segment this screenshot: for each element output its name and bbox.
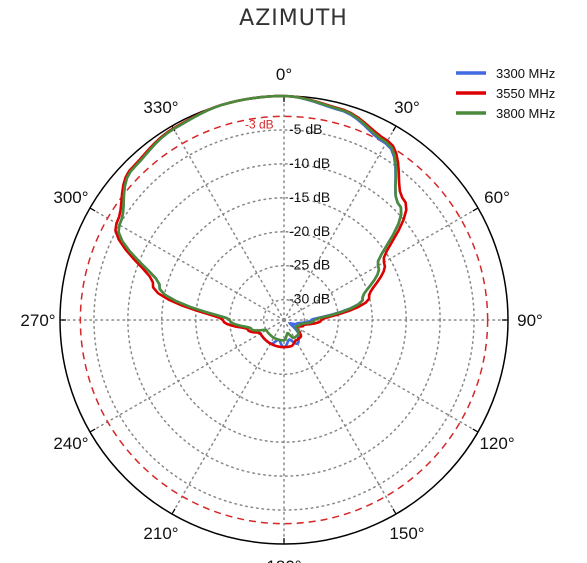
chart-title: AZIMUTH bbox=[239, 6, 348, 31]
ring-20 bbox=[195, 231, 373, 409]
legend: 3300 MHz 3550 MHz 3800 MHz bbox=[456, 66, 555, 121]
angle-label: 30° bbox=[394, 98, 420, 117]
spoke-30 bbox=[283, 125, 397, 321]
angle-label: 300° bbox=[53, 188, 88, 207]
legend-label: 3300 MHz bbox=[496, 66, 555, 81]
angle-label: 60° bbox=[484, 188, 510, 207]
legend-label: 3550 MHz bbox=[496, 86, 555, 101]
angle-label: 210° bbox=[143, 524, 178, 543]
radial-label: -30 dB bbox=[289, 291, 330, 307]
legend-label: 3800 MHz bbox=[496, 106, 555, 121]
reference-label: -3 dB bbox=[245, 117, 274, 131]
angle-label: 240° bbox=[53, 434, 88, 453]
angle-label: 150° bbox=[389, 524, 424, 543]
ring-15 bbox=[161, 197, 407, 443]
tick-150 bbox=[392, 508, 397, 515]
axis-labels: -5 dB -10 dB -15 dB -20 dB -25 dB -30 dB -3 dB… bbox=[20, 65, 542, 563]
tick-60 bbox=[472, 207, 479, 212]
radial-label: -25 dB bbox=[289, 257, 330, 273]
angle-label: 90° bbox=[517, 311, 543, 330]
tick-300 bbox=[89, 207, 96, 212]
spoke-330 bbox=[171, 125, 285, 321]
radial-label: -10 dB bbox=[289, 155, 330, 171]
reference-ring bbox=[79, 115, 489, 525]
tick-120 bbox=[472, 428, 479, 433]
spoke-210 bbox=[171, 319, 285, 515]
spoke-240 bbox=[89, 319, 285, 433]
angle-label: 270° bbox=[20, 311, 55, 330]
angle-label: 120° bbox=[479, 434, 514, 453]
spoke-60 bbox=[283, 207, 479, 321]
spoke-150 bbox=[283, 319, 397, 515]
angle-label: 180° bbox=[266, 557, 301, 563]
tick-240 bbox=[89, 428, 96, 433]
polar-grid bbox=[59, 95, 509, 545]
radial-label: -15 dB bbox=[289, 189, 330, 205]
ring-10 bbox=[127, 163, 441, 477]
series-lines bbox=[114, 94, 408, 349]
tick-210 bbox=[171, 508, 176, 515]
radial-label: -20 dB bbox=[289, 223, 330, 239]
ring-30 bbox=[262, 298, 306, 342]
angle-label: 330° bbox=[143, 98, 178, 117]
ring-5 bbox=[93, 129, 475, 511]
spoke-300 bbox=[89, 207, 285, 321]
series-line-1 bbox=[114, 94, 408, 349]
tick-30 bbox=[392, 125, 397, 132]
series-line-2 bbox=[117, 94, 403, 342]
spoke-120 bbox=[283, 319, 479, 433]
angle-label: 0° bbox=[276, 65, 292, 84]
radial-label: -5 dB bbox=[289, 121, 322, 137]
